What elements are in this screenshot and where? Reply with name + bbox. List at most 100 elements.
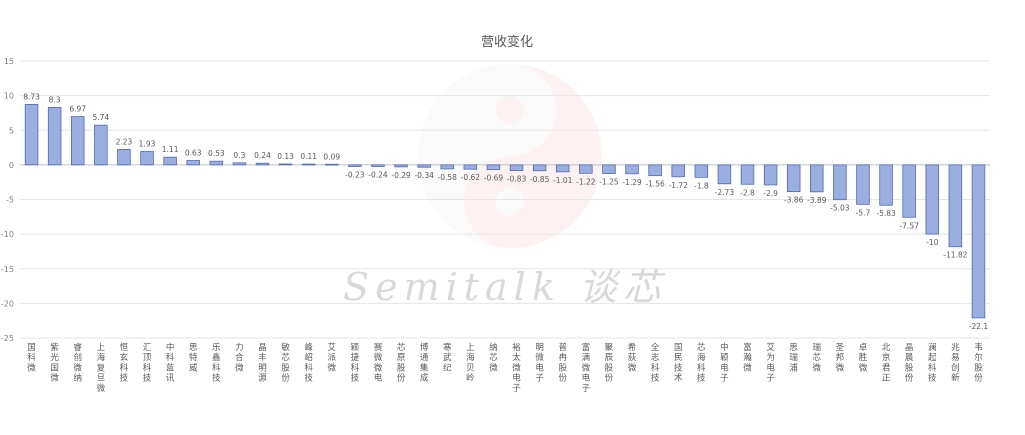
data-label: -1.22 [576,177,596,186]
data-label: -3.86 [784,196,804,205]
category-label: 紫光国微 [50,343,59,384]
data-label: -0.29 [391,171,411,180]
data-label: -0.24 [368,171,388,180]
bar [94,124,108,166]
category-label: 博通集成 [420,342,429,384]
data-label: -0.83 [507,175,527,184]
category-label: 芯海科技 [697,342,706,384]
data-label: 8.73 [23,92,40,101]
category-label: 乐鑫科技 [212,342,221,384]
category-label: 富瀚微 [743,342,752,373]
category-label: 敏芯股份 [281,342,290,384]
category-label: 明微电子 [535,343,544,384]
data-label: 0.3 [233,151,245,160]
bar [833,164,847,201]
category-label: 上海贝岭 [466,343,475,384]
y-tick-label: -25 [1,334,14,343]
category-label: 全志科技 [651,342,660,384]
bar [786,164,801,193]
category-label: 晶晨股份 [905,343,914,384]
category-label: 赛微微电 [374,342,383,384]
data-label: -5.83 [876,209,896,218]
data-label: -3.89 [807,196,827,205]
category-label: 纳芯微 [489,342,498,373]
bar [879,164,893,206]
data-label: -0.58 [438,173,458,182]
data-label: 0.53 [208,149,225,158]
chart-title: 营收变化 [481,34,533,50]
bar [371,164,385,167]
data-label: -1.29 [622,178,642,187]
data-label: -0.23 [345,170,365,179]
category-label: 卓胜微 [859,342,868,373]
bar [47,106,62,166]
bar [763,164,778,186]
bars [24,104,986,319]
data-label: -0.85 [530,175,550,184]
bar [532,164,547,172]
category-label: 国民技术 [674,343,683,384]
data-label: -5.7 [856,208,871,217]
data-label: -0.69 [484,174,504,183]
category-label: 聚辰股份 [605,343,614,384]
y-tick-label: 10 [4,92,14,101]
y-tick-label: 15 [4,57,14,66]
data-label: 1.11 [162,145,179,154]
data-label: 0.11 [300,152,317,161]
category-label: 裕太微电子 [512,342,521,394]
category-label: 兆易创新 [951,342,960,384]
category-label: 恒玄科技 [120,342,129,384]
category-label: 希荻微 [628,342,637,373]
y-tick-label: 5 [9,126,14,135]
bar [348,164,362,167]
category-label: 澜起科技 [928,343,937,384]
bar [694,164,709,178]
bar [163,156,177,166]
data-label: -2.73 [715,188,735,197]
category-label: 力合微 [235,342,244,373]
data-label: -1.01 [553,176,573,185]
category-label: 中颖电子 [720,342,729,384]
category-label: 北京君正 [882,343,891,384]
watermark-text: Semitalk 谈芯 [343,265,667,309]
bar [810,164,824,193]
bar [625,164,639,175]
category-label: 瑞芯微 [813,342,822,373]
data-label: 2.23 [116,137,133,146]
data-label: 0.63 [185,149,202,158]
category-label: 艾为电子 [766,343,775,384]
data-label: 0.13 [277,152,294,161]
data-label: 6.97 [69,105,86,114]
category-label: 思特威 [189,343,198,373]
data-label: 0.09 [323,152,340,161]
category-label: 艾派微 [328,343,337,373]
category-label: 峰岹科技 [304,342,313,384]
data-label: -5.03 [830,204,850,213]
y-tick-label: -20 [1,299,14,308]
bar [925,164,940,235]
bar [602,164,616,174]
data-label: -0.34 [414,171,434,180]
y-tick-label: 0 [9,161,14,170]
y-axis: 15 10 5 0 -5 -10 -15 -20 -25 [1,57,14,343]
category-label: 睿创微纳 [73,342,82,384]
data-label: -1.25 [599,178,619,187]
category-label: 中科蓝讯 [166,342,175,384]
bar [971,164,986,319]
category-label: 韦尔股份 [974,343,983,384]
data-label: -2.9 [763,189,778,198]
bar [301,163,316,166]
category-labels: 国科微 紫光国微 睿创微纳 上海复旦微 恒玄科技 汇顶科技 中科蓝讯 思特威 乐鑫科技 力合微 晶丰… [27,342,983,394]
y-tick-label: -10 [1,230,14,239]
bar [70,116,85,166]
bar [509,164,524,172]
bar [555,164,570,173]
y-tick-label: -5 [6,196,14,205]
data-label: -1.72 [669,181,689,190]
category-label: 寒武纪 [443,342,452,373]
category-label: 上海复旦微 [97,343,106,394]
category-label: 普冉股份 [558,342,567,384]
y-tick-label: -15 [1,265,14,274]
bar [579,164,593,174]
